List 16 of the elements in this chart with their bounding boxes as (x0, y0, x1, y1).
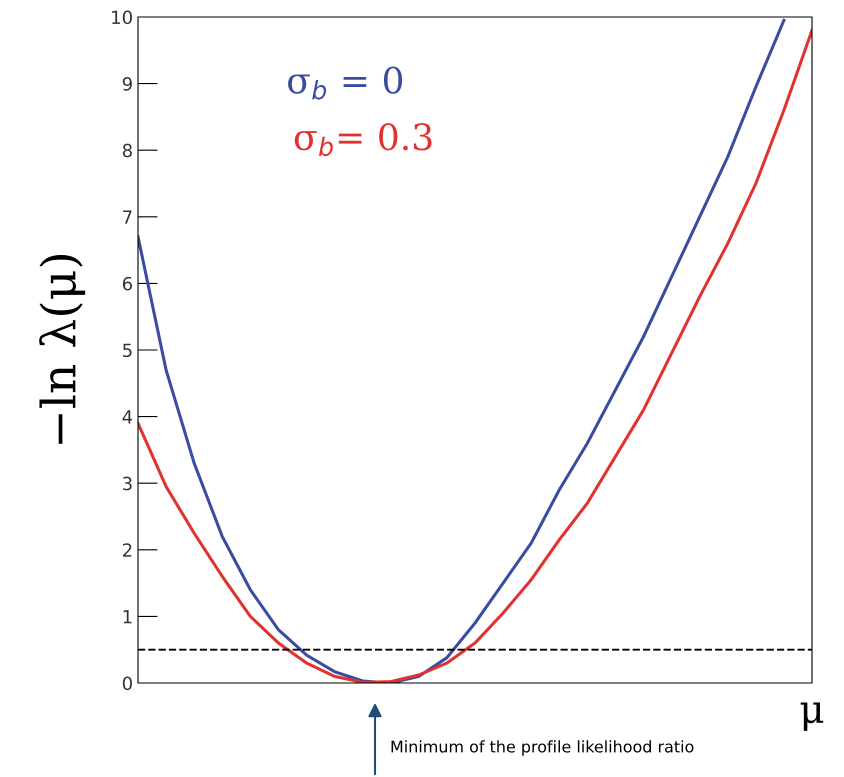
y-tick-label: 9 (122, 77, 132, 91)
y-tick-label: 3 (123, 476, 132, 490)
y-tick-label: 8 (122, 144, 132, 158)
y-tick-label: 10 (112, 10, 132, 24)
y-tick-label: 6 (122, 276, 132, 291)
y-tick-label: 2 (122, 543, 132, 557)
y-tick-label: 1 (124, 610, 132, 624)
y-axis-title: −ln λ(μ) (39, 254, 86, 444)
text: σ$_{b}$= 0.3 (294, 123, 432, 156)
y-tick-label: 0 (122, 676, 132, 690)
y-tick-label: 7 (123, 210, 132, 224)
text: σ$_{b}$ = 0 (288, 66, 402, 100)
y-tick-label: 5 (123, 344, 132, 358)
text: Minimum of the profile likelihood ratio (392, 740, 694, 756)
x-axis-title: μ (800, 702, 824, 731)
y-tick-label: 4 (122, 410, 132, 424)
